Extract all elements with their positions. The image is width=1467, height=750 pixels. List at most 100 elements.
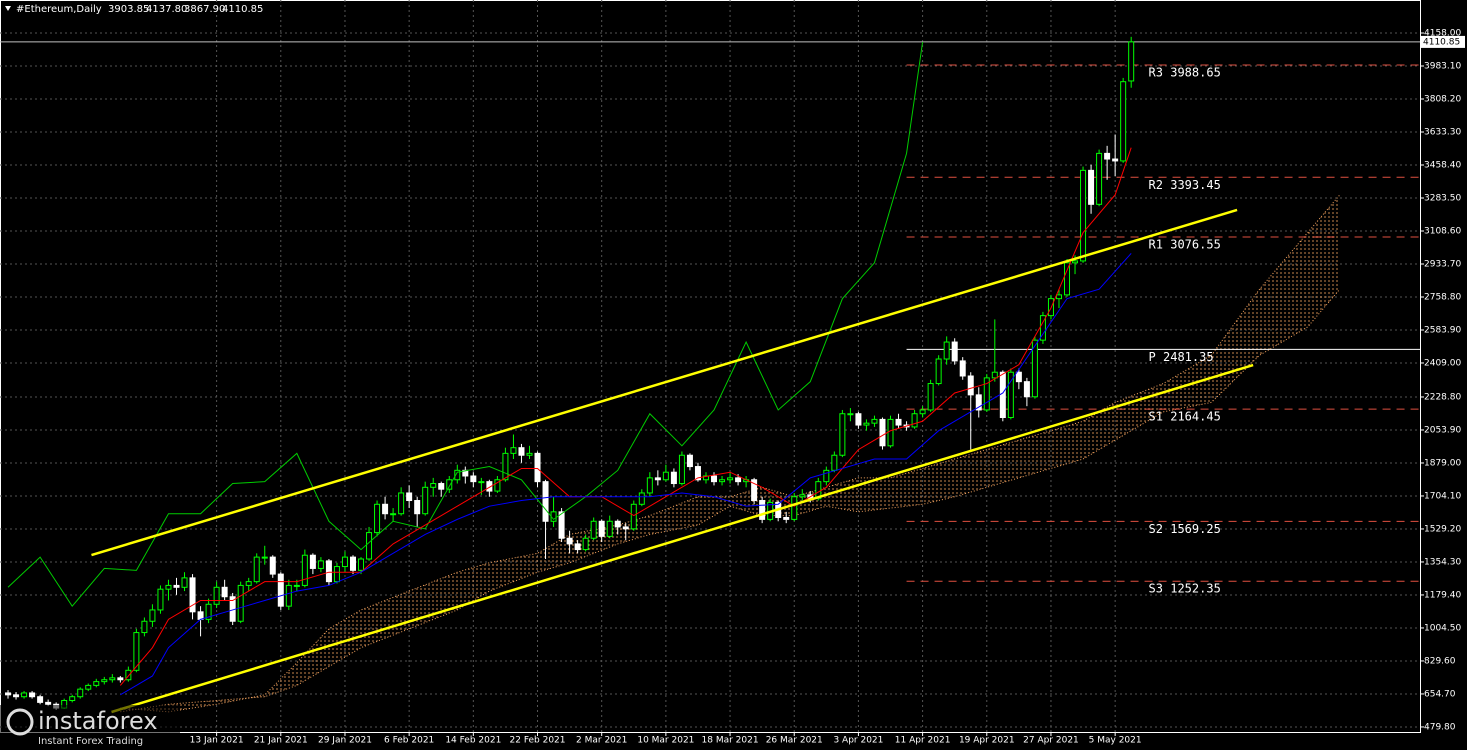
y-tick-label: 4158.00 (1424, 29, 1461, 39)
pivot-label: S2 1569.25 (1149, 522, 1221, 536)
candle-body (494, 479, 501, 492)
candle-body (253, 556, 260, 583)
candle-body (606, 520, 613, 537)
candle-body (518, 447, 525, 456)
candle-body (510, 447, 517, 454)
candle-body (1120, 81, 1127, 162)
y-tick-label: 2583.90 (1424, 325, 1461, 335)
candle-body (751, 479, 758, 502)
y-tick-label: 1179.40 (1424, 590, 1461, 600)
candle-body (646, 477, 653, 494)
candle-body (1128, 41, 1135, 82)
candle-body (919, 409, 926, 415)
y-tick-label: 1529.20 (1424, 524, 1461, 534)
y-tick-label: 829.60 (1424, 656, 1456, 666)
candle-body (125, 669, 132, 681)
candle-body (221, 586, 228, 598)
candle-body (390, 513, 397, 516)
channel-line (111, 363, 1254, 714)
y-tick-label: 1704.10 (1424, 491, 1461, 501)
candle-body (213, 586, 220, 605)
candle-body (582, 537, 589, 551)
candle-body (69, 696, 76, 701)
candle-body (165, 584, 172, 590)
y-tick-label: 1879.00 (1424, 458, 1461, 468)
watermark-logo (6, 708, 34, 736)
candle-body (783, 516, 790, 520)
symbol: #Ethereum,Daily (16, 4, 102, 15)
candle-body (470, 475, 477, 483)
candle-body (1088, 169, 1095, 205)
candle-body (85, 684, 92, 690)
candle-body (422, 486, 429, 515)
candle-body (895, 418, 902, 426)
candle-body (839, 413, 846, 456)
candle-body (446, 479, 453, 490)
x-tick-label: 10 Mar 2021 (637, 736, 694, 746)
candle-body (735, 477, 742, 483)
x-tick-label: 22 Feb 2021 (510, 736, 566, 746)
candle-body (871, 418, 878, 424)
y-tick-label: 1354.30 (1424, 557, 1461, 567)
candle-body (157, 588, 164, 611)
candle-body (37, 696, 44, 703)
candle-body (325, 560, 332, 583)
watermark-brand: instaforex (38, 707, 158, 735)
candle-body (77, 688, 84, 698)
candle-body (823, 469, 830, 483)
candle-body (686, 454, 693, 468)
candle-body (438, 483, 445, 490)
candle-body (927, 383, 934, 411)
candle-body (526, 452, 533, 456)
candle-body (630, 503, 637, 530)
candle-body (237, 584, 244, 622)
candle-body (694, 466, 701, 481)
x-tick-label: 27 Apr 2021 (1023, 736, 1079, 746)
candle-body (341, 556, 348, 568)
candle-body (855, 413, 862, 426)
header-close: 4110.85 (222, 4, 263, 15)
candle-body (261, 556, 268, 559)
candle-body (574, 543, 581, 551)
collapse-icon[interactable] (5, 6, 11, 11)
pivot-label: R3 3988.65 (1149, 65, 1221, 79)
candle-body (333, 566, 340, 583)
candle-body (534, 452, 541, 483)
candle-body (879, 418, 886, 447)
indicator-line (120, 253, 1132, 696)
candle-body (1072, 260, 1079, 264)
candle-body (133, 632, 140, 671)
candle-body (149, 609, 156, 622)
candle-body (366, 532, 373, 560)
pivot-label: R1 3076.55 (1149, 238, 1221, 252)
x-tick-label: 26 Mar 2021 (766, 736, 823, 746)
x-tick-label: 6 Feb 2021 (384, 736, 434, 746)
candle-body (959, 360, 966, 377)
y-tick-label: 479.80 (1424, 722, 1456, 732)
candle-body (1055, 294, 1062, 300)
candle-body (293, 584, 300, 587)
candle-body (542, 481, 549, 522)
candle-body (598, 520, 605, 537)
candle-body (791, 496, 798, 520)
candle-body (1023, 381, 1030, 398)
candle-body (349, 556, 356, 571)
y-tick-label: 3458.40 (1424, 161, 1461, 171)
candle-body (654, 477, 661, 481)
candle-body (454, 469, 461, 481)
candle-body (911, 413, 918, 428)
y-tick-label: 3808.20 (1424, 95, 1461, 105)
x-tick-label: 29 Jan 2021 (318, 736, 372, 746)
candle-body (358, 558, 365, 571)
candle-body (109, 677, 116, 681)
candle-body (309, 554, 316, 569)
watermark-tagline: Instant Forex Trading (38, 736, 143, 747)
y-tick-label: 654.70 (1424, 689, 1456, 699)
plot-frame (0, 0, 1421, 733)
candle-body (727, 477, 734, 481)
candle-body (21, 692, 28, 698)
candle-body (189, 577, 196, 613)
